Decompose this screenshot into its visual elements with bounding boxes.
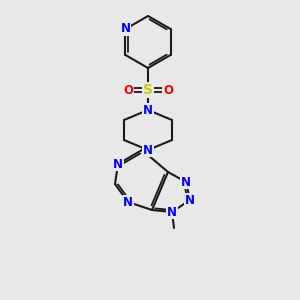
Text: N: N — [123, 196, 133, 208]
Text: N: N — [185, 194, 195, 206]
Text: O: O — [123, 83, 133, 97]
Text: N: N — [143, 143, 153, 157]
Text: N: N — [143, 103, 153, 116]
Text: N: N — [113, 158, 123, 170]
Text: N: N — [167, 206, 177, 218]
Text: O: O — [163, 83, 173, 97]
Text: N: N — [181, 176, 191, 188]
Text: N: N — [121, 22, 130, 35]
Text: S: S — [143, 83, 153, 97]
